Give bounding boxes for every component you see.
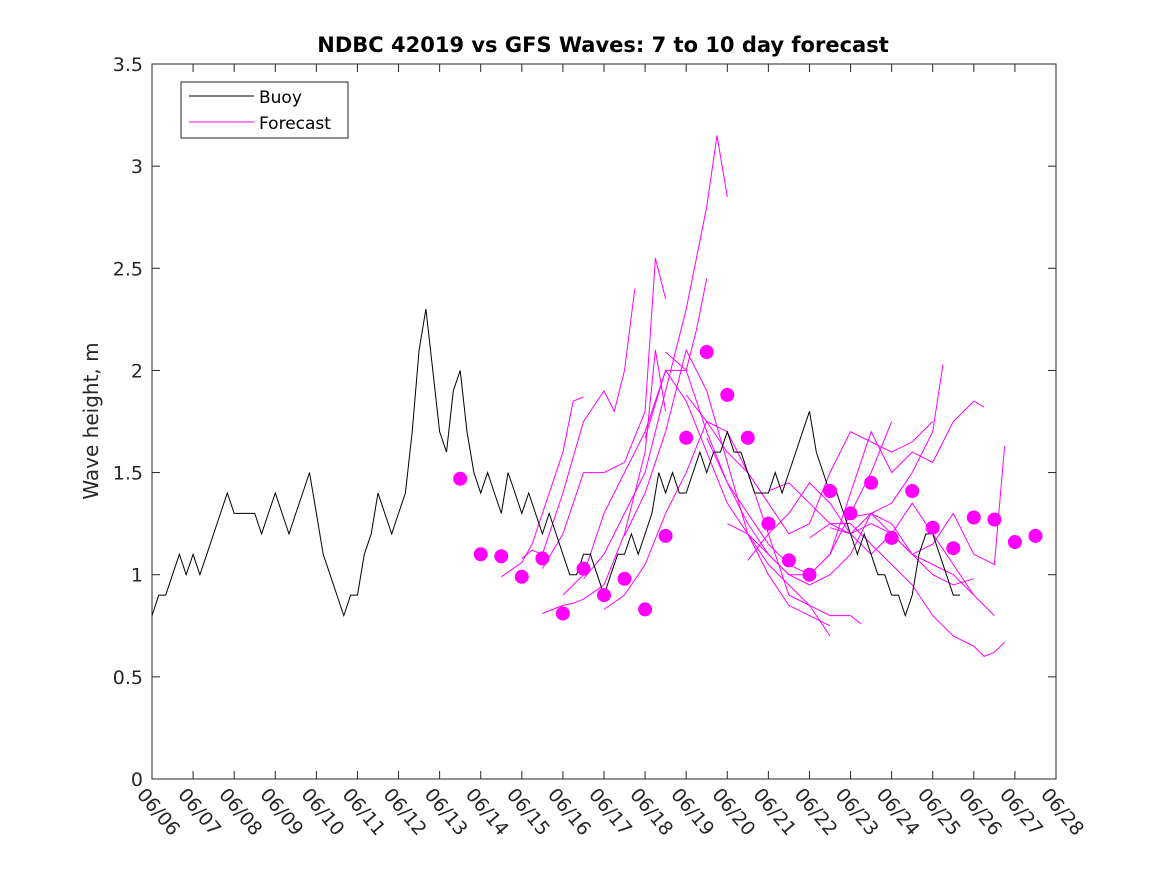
forecast-point [494,549,509,564]
forecast-point [597,588,611,603]
y-tick-label: 1 [131,565,143,587]
forecast-point [864,475,879,490]
y-axis-ticks: 0 0.5 1 1.5 2 2.5 3 3.5 [113,54,1056,791]
forecast-point [576,561,591,576]
legend-buoy-label: Buoy [259,88,302,108]
forecast-point [1007,535,1022,549]
y-tick-label: 2.5 [113,258,143,280]
forecast-line [644,369,862,625]
forecast-point [843,506,858,521]
forecast-point [1028,528,1043,543]
forecast-point [514,569,529,584]
forecast-point [905,484,920,498]
forecast-line [521,288,636,559]
forecast-point [638,602,653,617]
forecast-point [823,484,837,498]
forecast-line [542,349,667,614]
y-tick-label: 2 [131,360,143,382]
y-tick-label: 1.5 [113,463,143,485]
plot-area [151,63,1057,780]
forecast-line [541,257,667,569]
forecast-point [535,551,550,566]
legend-box [180,81,349,139]
series-layer [151,135,1043,657]
chart-title: NDBC 42019 vs GFS Waves: 7 to 10 day for… [317,33,888,57]
y-tick-label: 3 [131,156,143,178]
forecast-point [884,530,899,545]
forecast-point [473,547,488,562]
legend-forecast-label: Forecast [259,114,331,134]
forecast-point [781,553,796,568]
forecast-line [850,445,1006,566]
forecast-point [453,471,468,486]
forecast-point [946,541,961,556]
forecast-point [802,567,817,582]
forecast-line [706,400,985,576]
forecast-point [966,510,981,525]
forecast-point [658,528,673,543]
forecast-line [727,364,944,586]
forecast-point [987,512,1002,527]
y-tick-label: 3.5 [113,54,143,76]
forecast-line [583,135,728,580]
buoy-line [151,309,961,618]
forecast-point [925,520,940,535]
forecast-point [699,345,714,359]
y-tick-label: 0.5 [113,667,143,689]
forecast-line [501,396,584,578]
forecast-point [740,430,755,445]
y-tick-label: 0 [131,769,143,791]
forecast-point [555,606,570,621]
forecast-point [617,571,632,586]
forecast-point [679,430,694,445]
forecast-line [624,348,831,627]
y-axis-label: Wave height, m [79,342,103,499]
forecast-line [685,394,934,535]
forecast-point [720,387,735,402]
legend: Buoy Forecast [180,81,349,139]
forecast-point [761,516,776,531]
